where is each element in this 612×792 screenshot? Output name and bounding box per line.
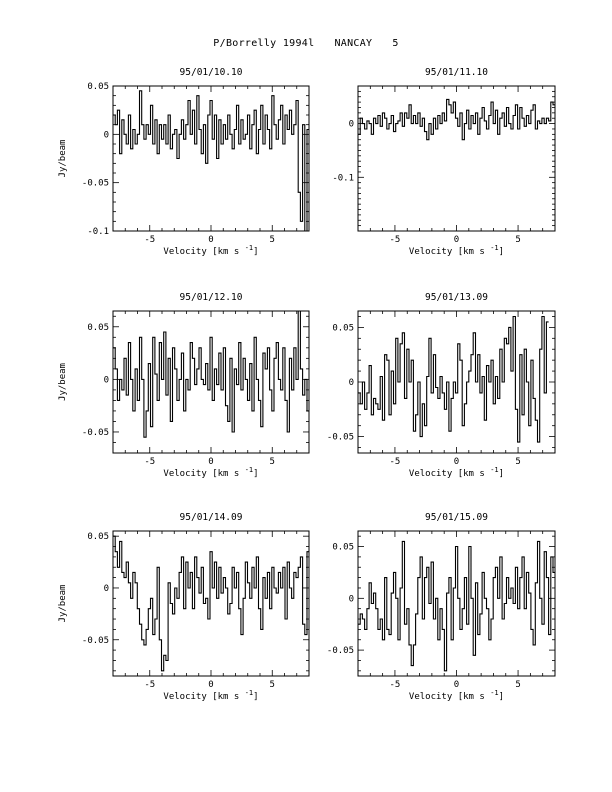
x-tick-label: 0 [454,457,459,467]
object-name: P/Borrelly 1994l [213,38,315,49]
x-axis-label: Velocity [km s -1] [163,466,258,479]
x-tick-label: -5 [390,235,401,245]
y-tick-label: 0.05 [332,323,354,333]
x-tick-label: -5 [144,457,155,467]
y-axis-label: Jy/beam [58,140,68,178]
panel-title: 95/01/11.10 [425,67,488,78]
x-tick-label: 0 [208,680,213,690]
x-tick-label: 0 [208,457,213,467]
y-tick-label: 0 [349,378,354,388]
y-tick-label: -0.05 [327,433,354,443]
spectrum-line [113,90,309,232]
y-tick-label: 0.05 [87,82,109,92]
x-tick-label: 5 [270,680,275,690]
x-axis-label-main: Velocity [km s [409,692,490,702]
x-axis-label-main: Velocity [km s [163,692,244,702]
page-title: P/Borrelly 1994l NANCAY 5 [0,38,612,49]
x-axis-label-end: ] [253,247,258,257]
spectrum-line [358,98,555,141]
x-axis-label-end: ] [499,469,504,479]
x-axis-label-main: Velocity [km s [163,469,244,479]
x-axis-label-main: Velocity [km s [409,247,490,257]
x-tick-label: 5 [515,457,520,467]
x-axis-label-sup: -1 [245,244,253,252]
x-tick-label: -5 [144,235,155,245]
y-tick-label: 0 [349,594,354,604]
plot-frame [357,85,556,232]
spectrum-panel-4: -5 0 5 -0.05 0 0.05 95/01/13.09 Velocity [km s … [327,292,556,479]
x-axis-label: Velocity [km s -1] [409,466,504,479]
y-tick-label: -0.05 [327,646,354,656]
spectrum-line [358,540,555,672]
x-axis-label-sup: -1 [245,466,253,474]
spectrum-panel-6: -5 0 5 -0.05 0 0.05 95/01/15.09 Velocity [km s … [327,512,556,702]
y-axis-label: Jy/beam [58,585,68,623]
x-axis-label-sup: -1 [490,466,498,474]
x-tick-label: 5 [515,680,520,690]
plot-frame [112,310,310,454]
y-tick-label: -0.1 [332,173,354,183]
x-tick-label: -5 [390,680,401,690]
panel-title: 95/01/12.10 [180,292,243,303]
x-axis-label: Velocity [km s -1] [163,244,258,257]
y-tick-label: 0.05 [87,532,109,542]
x-axis-label-end: ] [499,692,504,702]
panel-title: 95/01/15.09 [425,512,488,523]
y-tick-label: 0 [104,130,109,140]
panel-title: 95/01/14.09 [180,512,243,523]
plot-frame [357,530,556,677]
x-tick-label: 0 [454,235,459,245]
x-axis-label: Velocity [km s -1] [409,244,504,257]
x-axis-label-main: Velocity [km s [163,247,244,257]
x-axis-label-sup: -1 [490,689,498,697]
plot-frame [112,530,310,677]
x-axis-label-end: ] [499,247,504,257]
panel-title: 95/01/13.09 [425,292,488,303]
panel-title: 95/01/10.10 [180,67,243,78]
x-tick-label: -5 [144,680,155,690]
plot-frame [357,310,556,454]
x-tick-label: 0 [454,680,459,690]
spectrum-line [358,315,549,443]
spectrum-panel-5: -5 0 5 -0.05 0 0.05 95/01/14.09 Velocity [km s … [58,512,310,702]
y-tick-label: -0.05 [82,179,109,189]
x-axis-label-end: ] [253,469,258,479]
x-tick-label: 5 [270,457,275,467]
x-axis-label-sup: -1 [490,244,498,252]
spectrum-line [113,310,309,438]
page-number: 5 [392,38,399,49]
spectrum-line [113,535,309,672]
y-tick-label: -0.05 [82,636,109,646]
y-tick-label: 0 [104,375,109,385]
plot-frame [112,85,310,232]
y-tick-label: -0.05 [82,428,109,438]
x-axis-label-end: ] [253,692,258,702]
station-name: NANCAY [334,38,373,49]
x-axis-label-sup: -1 [245,689,253,697]
spectrum-panel-3: -5 0 5 -0.05 0 0.05 95/01/12.10 Velocity [km s … [58,292,310,479]
x-axis-label-main: Velocity [km s [409,469,490,479]
x-tick-label: 0 [208,235,213,245]
x-tick-label: 5 [270,235,275,245]
y-axis-label: Jy/beam [58,363,68,401]
x-axis-label: Velocity [km s -1] [409,689,504,702]
x-axis-label: Velocity [km s -1] [163,689,258,702]
y-tick-label: 0.05 [87,323,109,333]
spectrum-panel-2: -5 0 5 -0.1 0 95/01/11.10 Velocity [km s -1] [332,67,556,257]
y-tick-label: 0 [104,584,109,594]
x-tick-label: -5 [390,457,401,467]
y-tick-label: 0.05 [332,543,354,553]
y-tick-label: -0.1 [87,227,109,237]
spectrum-panel-1: -5 0 5 -0.1 -0.05 0 0.05 95/01/10.10 Velocity [k… [58,67,310,257]
x-tick-label: 5 [515,235,520,245]
y-tick-label: 0 [349,120,354,130]
